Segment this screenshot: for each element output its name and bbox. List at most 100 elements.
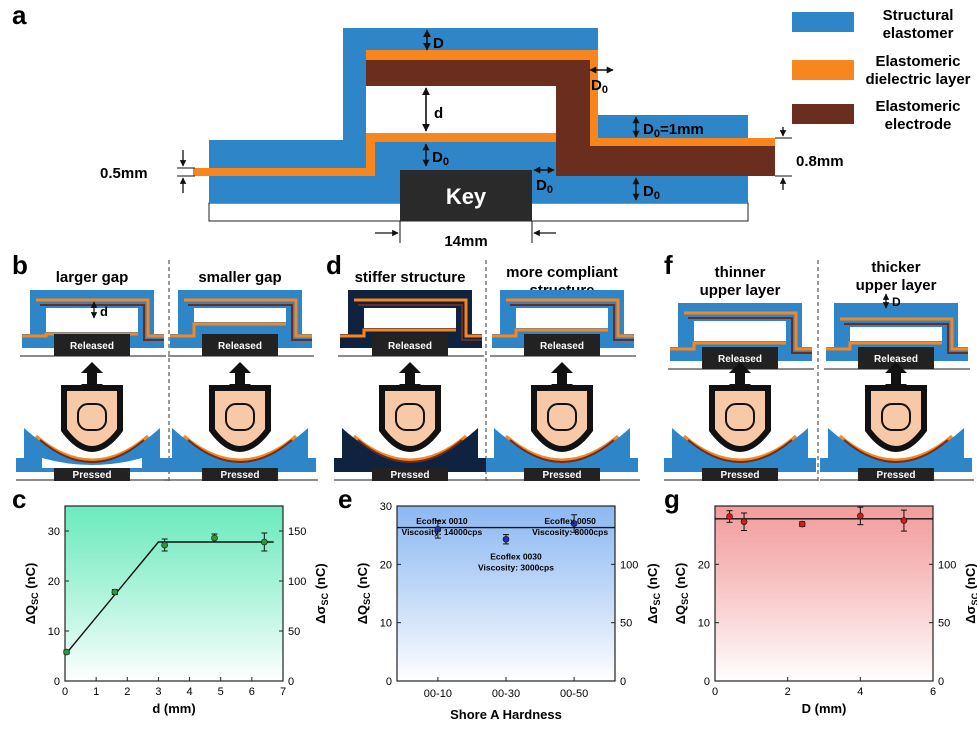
legend-dielectric-1: Elastomeric [875,53,960,70]
pressed-label: Pressed [721,470,760,481]
key [372,468,448,481]
data-point [726,513,733,520]
legend-electrode-2: electrode [885,116,952,133]
f-left-title-1: thinner [715,264,766,281]
panel-letter-e: e [338,484,352,514]
released-label: Released [718,354,762,365]
dielectric-lower-line [170,322,286,338]
dielectric-line [506,298,634,338]
pressed-schematic: Pressed [164,385,318,481]
fit-line [64,541,274,656]
y2-tick-label: 150 [288,526,306,538]
data-point [111,588,119,596]
released-schematic: Released [668,303,814,370]
key [702,468,778,481]
data-point [857,512,864,520]
electrode-pressed [39,439,145,463]
electrode-line [188,304,312,341]
plot-frame [714,505,934,682]
key [702,347,778,369]
x-tick-label: 3 [155,686,161,698]
x-tick-label: 0 [62,686,68,698]
released-schematic: Released [824,303,970,370]
label-0.8mm: 0.8mm [796,153,844,170]
pressed-label: Pressed [543,470,582,481]
key-label: Key [446,184,487,209]
x-tick-label: 00-10 [424,688,452,700]
annotation-line2: Viscosity: 3000cps [478,562,554,572]
b-right-title: smaller gap [198,269,281,286]
dielectric-pressed [683,434,797,462]
fingernail [225,403,255,431]
y2-tick-label: 100 [938,559,956,571]
d-left-title: stiffer structure [355,269,466,286]
annotation-line2: Viscosity: 14000cps [402,527,483,537]
data-point [261,538,268,546]
y-tick-label: 10 [698,618,710,630]
label-D0-key: D0 [536,177,553,196]
label-D0-1mm: D0=1mm [643,121,704,140]
y-tick-label: 10 [48,626,60,638]
air-gap [366,86,556,133]
released-label: Released [388,341,432,352]
y-tick-label: 10 [380,618,392,630]
legend-swatch-dielectric [792,60,854,80]
chart-e: 00-10 00-30 00-50 0 10 20 30 0 50 100 Ecoflex 0010… [355,501,662,722]
y2-axis-title: ΔσSC (nC) [313,563,330,623]
released-label: Released [70,341,114,352]
y-tick-label: 30 [380,501,392,513]
released-label: Released [874,354,918,365]
f-left-title-2: upper layer [700,282,781,299]
panel-letter-f: f [664,250,673,280]
structure-pressed [664,428,816,472]
key [54,334,130,356]
data-point [570,520,578,527]
y-tick-label: 20 [48,576,60,588]
panel-letter-d: d [326,250,342,280]
dielectric-line [36,298,164,338]
pressed-label: Pressed [877,470,916,481]
pressed-label: Pressed [391,470,430,481]
panel-letter-b: b [12,250,28,280]
f-right-title-1: thicker [871,259,920,276]
panel-letter-g: g [664,484,680,514]
gap-pressed [42,458,142,468]
label-D0-side: D0 [591,77,608,96]
structure-pressed [486,428,638,472]
electrode-line [844,323,968,354]
data-point [161,541,168,549]
air-gap [694,321,786,341]
x-tick-label: 6 [930,686,936,698]
legend-electrode-1: Elastomeric [875,98,960,115]
structure-pressed [334,428,486,472]
b-d-label: d [100,304,108,319]
label-D0-top: D0 [432,149,449,168]
legend-swatch-structural [792,12,854,32]
annotation-line1: Ecoflex 0030 [490,551,542,561]
panel-letter-c: c [12,484,26,514]
legend-dielectric-2: dielectric layer [865,71,970,88]
x-tick-label: 7 [280,686,286,698]
x-tick-label: 4 [187,686,193,698]
released-schematic: Released [338,290,484,357]
legend: Structural elastomer Elastomeric dielect… [792,7,971,133]
data-point [63,648,70,656]
electrode-pressed [357,439,463,463]
fingernail [725,403,755,431]
pressed-schematic: Pressed [486,385,640,481]
y2-tick-label: 100 [620,559,638,571]
air-gap [850,327,942,341]
dielectric-line [840,317,968,351]
electrode-line [510,304,634,341]
x-axis-title: Shore A Hardness [450,707,562,722]
y-tick-label: 0 [386,676,392,688]
y2-tick-label: 50 [620,618,632,630]
dielectric-pressed [839,434,953,462]
y2-tick-label: 50 [288,626,300,638]
released-label: Released [218,341,262,352]
electrode-pressed [687,439,793,463]
key [372,334,448,356]
released-schematic: Released [490,290,636,357]
y-axis-title: ΔQSC (nC) [355,563,372,625]
